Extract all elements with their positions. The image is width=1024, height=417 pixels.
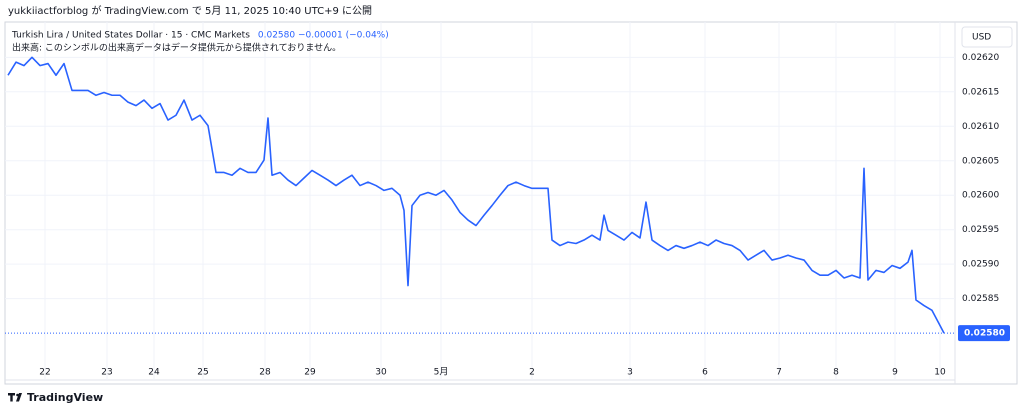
last-price-label: 0.02580 (964, 329, 1005, 339)
y-tick-label: 0.02605 (962, 156, 999, 166)
brand-logo (7, 393, 22, 402)
chart-frame (4, 21, 1018, 385)
x-tick-label: 24 (148, 368, 160, 378)
x-tick-label: 9 (892, 368, 898, 378)
grid (5, 22, 955, 380)
x-tick-label: 22 (39, 368, 50, 378)
volume-note: 出来高: このシンボルの出来高データはデータ提供元から提供されておりません。 (12, 42, 341, 54)
x-tick-label: 7 (776, 368, 782, 378)
y-tick-label: 0.02600 (962, 191, 999, 201)
x-tick-label: 29 (304, 368, 316, 378)
y-tick-label: 0.02590 (962, 260, 999, 270)
published-note: yukkiiactforblog が TradingView.com で 5月 … (8, 4, 372, 17)
brand: TradingView (27, 391, 103, 404)
y-tick-label: 0.02585 (962, 294, 999, 304)
last-price-box (958, 325, 1010, 342)
x-tick-label: 6 (702, 368, 708, 378)
x-tick-label: 8 (833, 368, 839, 378)
x-tick-label: 10 (934, 368, 946, 378)
chart-title: Turkish Lira / United States Dollar · 15… (11, 31, 250, 41)
x-tick-label: 25 (197, 368, 208, 378)
y-tick-label: 0.02615 (962, 87, 999, 97)
y-tick-label: 0.02595 (962, 225, 999, 235)
x-tick-label: 28 (259, 368, 271, 378)
x-tick-label: 5月 (434, 367, 449, 378)
x-tick-label: 3 (627, 368, 633, 378)
x-tick-label: 30 (375, 368, 387, 378)
currency-box[interactable] (961, 26, 1013, 48)
y-tick-label: 0.02620 (962, 53, 999, 63)
quote: 0.02580 −0.00001 (−0.04%) (258, 31, 389, 41)
y-tick-label: 0.02610 (962, 122, 999, 132)
currency[interactable]: USD (972, 33, 991, 43)
x-tick-label: 2 (529, 368, 535, 378)
plot (5, 56, 955, 334)
price-line (7, 56, 945, 334)
x-tick-label: 23 (101, 368, 112, 378)
